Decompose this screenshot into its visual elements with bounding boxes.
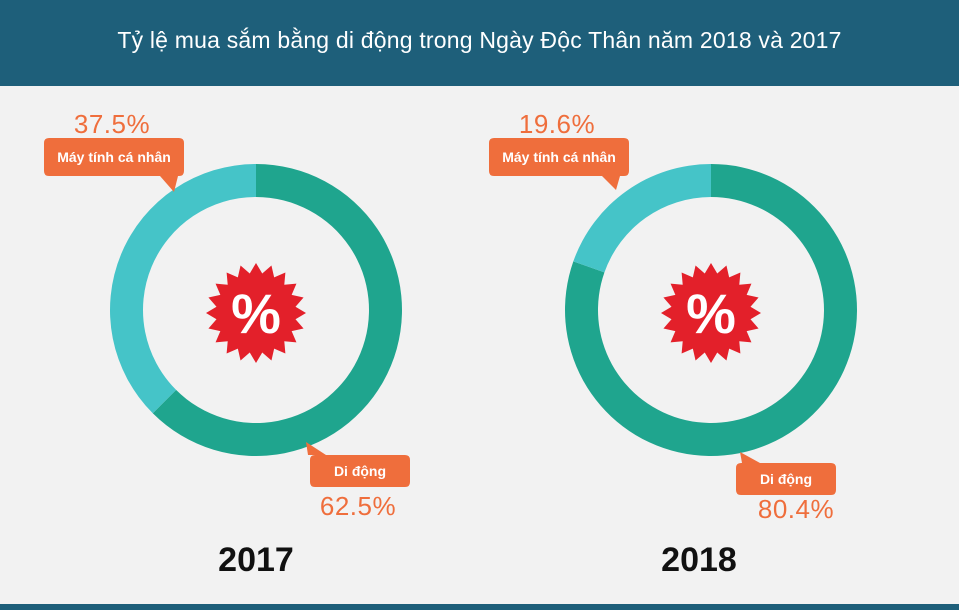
pc-callout: Máy tính cá nhân xyxy=(489,138,629,190)
mobile-callout: Di động xyxy=(736,452,836,495)
mobile-percent-label: 80.4% xyxy=(758,494,834,524)
pc-callout-shape xyxy=(489,138,629,190)
badge-percent-symbol: % xyxy=(231,282,281,345)
mobile-callout-label: Di động xyxy=(334,463,386,479)
badge-percent-symbol: % xyxy=(686,282,736,345)
mobile-callout-shape xyxy=(736,452,836,495)
footer-bar xyxy=(0,604,959,610)
slice-mobile-2017 xyxy=(152,164,402,456)
mobile-callout: Di động xyxy=(306,442,410,487)
pc-callout-label: Máy tính cá nhân xyxy=(502,149,616,165)
percent-starburst-icon xyxy=(661,263,761,363)
pc-callout-shape xyxy=(44,138,184,192)
pc-percent-label: 37.5% xyxy=(74,109,150,139)
header-bar: Tỷ lệ mua sắm bằng di động trong Ngày Độ… xyxy=(0,0,959,86)
page-title: Tỷ lệ mua sắm bằng di động trong Ngày Độ… xyxy=(117,26,842,53)
chart-year-title: 2018 xyxy=(661,541,737,579)
mobile-callout-label: Di động xyxy=(760,471,812,487)
chart-year-title: 2017 xyxy=(218,541,294,579)
mobile-callout-shape xyxy=(306,442,410,487)
slice-pc-2017 xyxy=(110,164,256,414)
percent-starburst-icon xyxy=(206,263,306,363)
slice-pc-2018 xyxy=(573,164,711,273)
pc-percent-label: 19.6% xyxy=(519,109,595,139)
mobile-percent-label: 62.5% xyxy=(320,491,396,521)
pc-callout-label: Máy tính cá nhân xyxy=(57,149,171,165)
pc-callout: Máy tính cá nhân xyxy=(44,138,184,192)
